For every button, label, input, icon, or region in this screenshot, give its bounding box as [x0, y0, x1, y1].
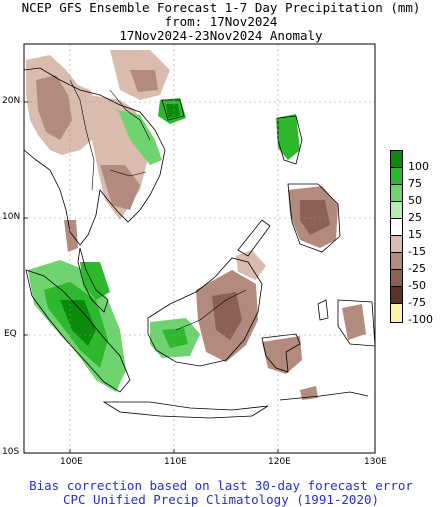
border-borneo-malaysia: [175, 289, 247, 331]
lon-label-110e: 110E: [164, 457, 187, 467]
legend-label-minus-50: -50: [408, 279, 426, 292]
legend-label-minus-25: -25: [408, 262, 426, 275]
coast-java: [102, 401, 269, 419]
wet-region-sumatra-peak: [60, 300, 96, 346]
map-frame: [23, 43, 376, 454]
lat-label-10n: 10N: [2, 212, 21, 222]
title-line-1: NCEP GFS Ensemble Forecast 1-7 Day Preci…: [21, 0, 421, 15]
legend-label-minus-15: -15: [408, 245, 426, 258]
legend-label-25: 25: [408, 211, 422, 224]
lat-label-10s: 10S: [2, 447, 20, 457]
lon-label-130e: 130E: [364, 457, 387, 467]
coast-new-guinea: [337, 299, 376, 347]
footer-line-2: CPC Unified Precip Climatology (1991-202…: [62, 492, 380, 507]
coast-palawan: [237, 219, 271, 257]
legend-swatch-minus-25: [390, 252, 403, 270]
legend-label-100: 100: [408, 160, 429, 173]
coast-borneo: [147, 257, 263, 367]
legend-swatch-minus-75: [390, 286, 403, 304]
wet-anomaly-regions: [28, 98, 300, 392]
legend-swatch-25: [390, 201, 403, 219]
coast-malay-peninsula: [77, 247, 109, 313]
legend-swatch-minus-50: [390, 269, 403, 287]
lon-label-100e: 100E: [60, 457, 83, 467]
border-myanmar-thailand: [69, 79, 95, 191]
dry-region-sulawesi: [262, 336, 302, 374]
dry-region-papua: [342, 304, 366, 340]
country-borders: [69, 79, 247, 331]
coast-sumatra: [25, 269, 131, 393]
legend-swatch-minus-100: [390, 303, 403, 323]
dry-region-myanmar-core: [36, 75, 72, 140]
dry-region-borneo-core: [212, 292, 242, 340]
legend-swatch-50: [390, 184, 403, 202]
coastlines: [23, 67, 376, 419]
legend-swatch-minus-15: [390, 235, 403, 253]
lat-label-eq: EQ: [4, 329, 17, 339]
lon-label-120e: 120E: [268, 457, 291, 467]
wet-region-luzon: [276, 114, 300, 160]
title-line-3: 17Nov2024-23Nov2024 Anomaly: [119, 28, 323, 43]
dry-region-borneo-edge: [236, 250, 266, 280]
lat-label-20n: 20N: [2, 96, 21, 106]
coast-philippines-south: [287, 183, 341, 253]
dry-region-isthmus: [64, 220, 78, 252]
legend-label-50: 50: [408, 194, 422, 207]
coast-sulawesi: [261, 333, 301, 373]
axis-ticks: [24, 101, 279, 453]
legend-label-minus-75: -75: [408, 296, 426, 309]
title-line-2: from: 17Nov2024: [164, 14, 278, 29]
legend-label-75: 75: [408, 177, 422, 190]
dry-region-philippines-core: [300, 200, 330, 235]
wet-region-borneo-west-core: [162, 328, 188, 348]
wet-region-hainan-core: [166, 104, 180, 118]
coast-moluccas: [317, 299, 329, 321]
gridlines: [24, 44, 375, 453]
footer-line-1: Bias correction based on last 30-day for…: [29, 478, 413, 493]
wet-region-malay-peninsula: [80, 262, 110, 300]
border-laos: [109, 89, 151, 141]
legend-swatch-75: [390, 167, 403, 185]
border-cambodia: [109, 169, 147, 177]
coast-lesser-sunda: [279, 391, 369, 401]
dry-region-laos-core: [130, 70, 158, 92]
legend-label-15: 15: [408, 228, 422, 241]
wet-region-vietnam-north: [118, 110, 162, 165]
coast-indochina: [23, 67, 166, 246]
legend-swatch-15: [390, 218, 403, 236]
legend-swatch-100: [390, 150, 403, 168]
legend-label-minus-100: -100: [408, 313, 433, 326]
